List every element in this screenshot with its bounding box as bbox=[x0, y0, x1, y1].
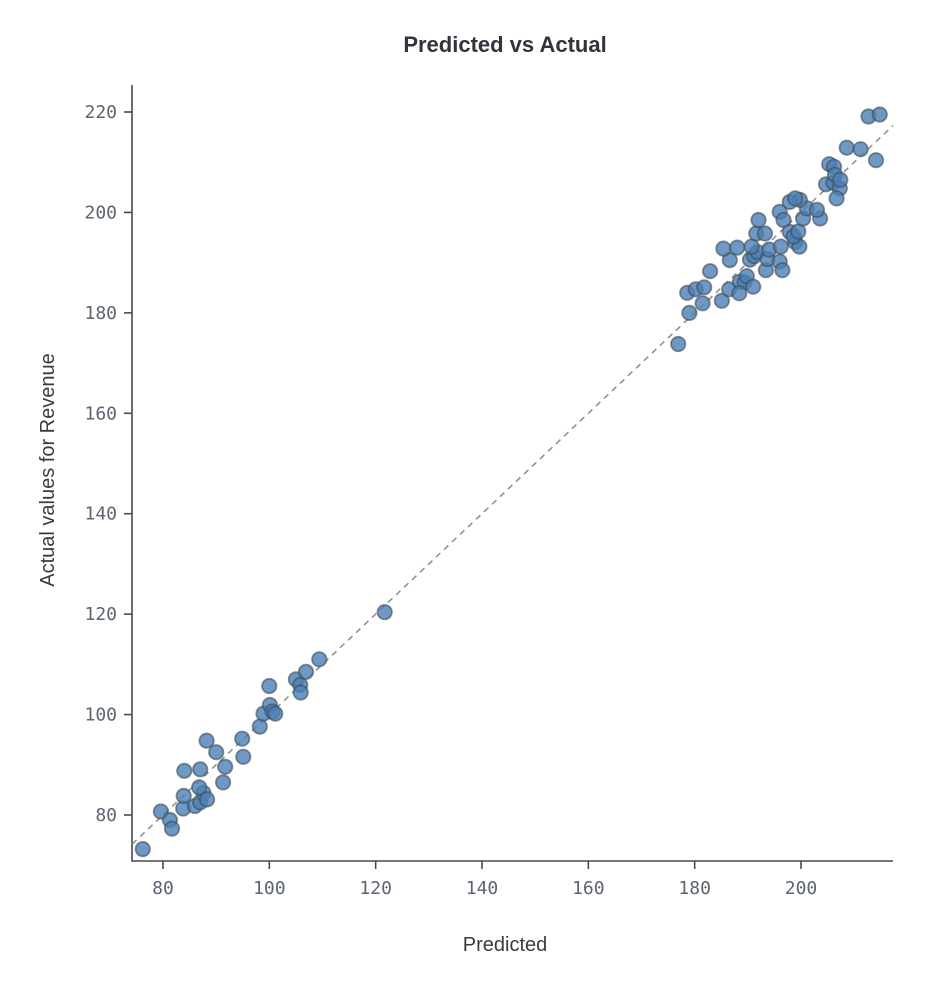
data-point bbox=[867, 152, 885, 169]
data-point bbox=[134, 840, 151, 858]
data-point bbox=[729, 239, 746, 256]
data-point bbox=[871, 106, 888, 123]
data-point bbox=[828, 190, 845, 207]
data-point bbox=[681, 304, 698, 321]
x-tick-label: 180 bbox=[678, 878, 711, 899]
data-point bbox=[774, 262, 791, 279]
data-point bbox=[163, 820, 181, 837]
data-point bbox=[696, 279, 713, 296]
data-point bbox=[832, 171, 849, 188]
y-axis-title: Actual values for Revenue bbox=[37, 353, 59, 586]
data-point bbox=[192, 761, 209, 778]
data-point bbox=[191, 779, 208, 796]
data-point bbox=[745, 278, 762, 295]
data-point bbox=[772, 238, 789, 255]
data-point bbox=[808, 201, 826, 218]
y-tick-label: 160 bbox=[84, 403, 117, 424]
scatter-points bbox=[134, 106, 888, 858]
data-point bbox=[267, 705, 284, 722]
data-point bbox=[311, 651, 328, 668]
data-point bbox=[175, 787, 192, 805]
data-point bbox=[715, 240, 732, 257]
data-point bbox=[670, 335, 687, 353]
data-point bbox=[731, 285, 748, 302]
x-tick-label: 140 bbox=[466, 878, 499, 899]
x-axis-title: Predicted bbox=[463, 934, 548, 956]
y-tick-label: 180 bbox=[84, 303, 117, 324]
data-point bbox=[376, 603, 393, 621]
axes: 80 100 120 140 160 180 200 80 100 120 140 160 180 200… bbox=[84, 85, 893, 899]
y-tick-label: 200 bbox=[84, 202, 117, 223]
data-point bbox=[750, 211, 767, 229]
y-tick-label: 140 bbox=[84, 504, 117, 525]
data-point bbox=[852, 141, 869, 158]
x-tick-label: 100 bbox=[253, 878, 286, 899]
data-point bbox=[297, 663, 315, 681]
data-point bbox=[176, 762, 193, 779]
data-point bbox=[756, 225, 774, 242]
y-tick-label: 120 bbox=[84, 604, 117, 625]
data-point bbox=[198, 732, 215, 749]
data-point bbox=[701, 263, 719, 280]
data-point bbox=[199, 791, 216, 808]
chart-title: Predicted vs Actual bbox=[403, 32, 606, 57]
y-tick-label: 100 bbox=[84, 705, 117, 726]
axis-domain-line bbox=[131, 85, 893, 862]
data-point bbox=[787, 190, 804, 207]
y-tick-label: 220 bbox=[84, 102, 117, 123]
data-point bbox=[292, 684, 309, 701]
data-point bbox=[235, 748, 252, 765]
data-point bbox=[217, 758, 234, 775]
data-point bbox=[261, 677, 278, 695]
data-point bbox=[713, 292, 730, 309]
data-point bbox=[215, 774, 232, 791]
x-tick-label: 160 bbox=[572, 878, 605, 899]
x-tick-label: 80 bbox=[152, 878, 174, 899]
x-tick-label: 120 bbox=[359, 878, 392, 899]
x-tick-label: 200 bbox=[785, 878, 818, 899]
y-tick-label: 80 bbox=[95, 805, 117, 826]
data-point bbox=[208, 744, 225, 761]
data-point bbox=[234, 730, 251, 747]
data-point bbox=[838, 139, 855, 156]
data-point bbox=[694, 295, 711, 312]
